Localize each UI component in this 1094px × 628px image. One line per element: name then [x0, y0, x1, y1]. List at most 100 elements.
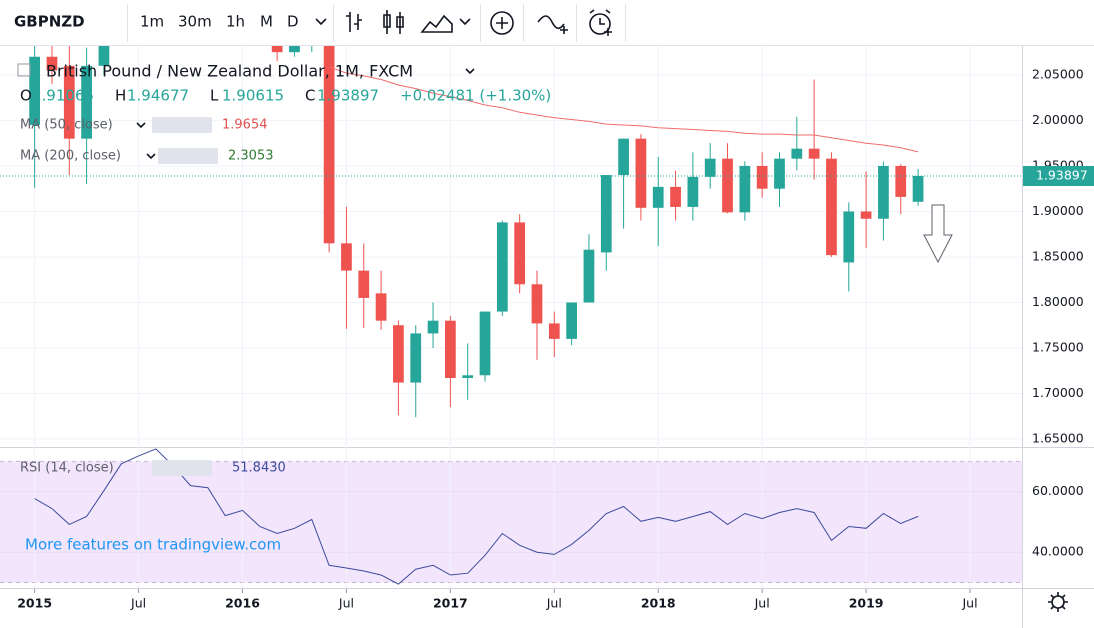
interval-button[interactable]: 30m: [178, 13, 212, 31]
candle-body: [427, 320, 439, 334]
candle-body: [63, 65, 75, 139]
style-chevron[interactable]: [459, 18, 471, 26]
candle-body: [826, 158, 837, 256]
candle-body: [843, 211, 855, 263]
y-tick-label: 2.00000: [1032, 112, 1084, 127]
ohlc-value: 1.91065: [32, 87, 94, 105]
rsi-band: [0, 461, 1022, 583]
candle-body: [722, 158, 733, 213]
x-tick-label: 2018: [641, 596, 676, 611]
candle-body: [566, 302, 577, 339]
price-axis: 1.65000 1.70000 1.75000 1.80000 1.85000 1.900…: [17, 66, 1083, 610]
ohlc-value: 1.93897: [317, 87, 379, 105]
watermark[interactable]: More features on tradingview.com: [25, 536, 281, 554]
candle-body: [808, 148, 820, 159]
ohlc-key: H: [115, 87, 126, 105]
alert-icon-detail[interactable]: [589, 9, 612, 36]
candle-body: [323, 46, 335, 244]
indicator-name: MA (200, close): [20, 149, 121, 164]
candle-body: [393, 325, 404, 383]
candle-body: [704, 158, 716, 177]
ohlc-key: L: [210, 87, 219, 105]
toolbar-bg: [0, 0, 1094, 45]
y-tick-label: 2.05000: [1032, 66, 1084, 81]
chart-title: British Pound / New Zealand Dollar, 1M, …: [46, 62, 413, 81]
price-grid: [0, 74, 1022, 440]
candle-body: [496, 222, 508, 312]
interval-button[interactable]: 1m: [140, 13, 164, 31]
interval-button[interactable]: D: [287, 13, 299, 31]
ohlc-value: 1.94677: [127, 87, 189, 105]
last-price-label: 1.93897: [1036, 167, 1088, 182]
candle-body: [791, 148, 803, 159]
indicator-buttons[interactable]: [152, 117, 212, 133]
candle-body: [410, 333, 422, 383]
candle-body: [548, 323, 560, 339]
y-tick-label: 1.90000: [1032, 203, 1084, 218]
toolbar: GBPNZD 1m 30m 1h M D: [0, 0, 1094, 46]
x-tick-label: Jul: [338, 596, 354, 611]
indicator-name: MA (50, close): [20, 118, 113, 133]
y-tick-label: 40.0000: [1032, 544, 1084, 559]
indicator-value: 1.9654: [222, 118, 268, 133]
candle-body: [652, 186, 664, 208]
candle-body: [445, 320, 456, 379]
x-tick-label: 2017: [433, 596, 468, 611]
indicators-icon[interactable]: [537, 15, 568, 34]
candle-body: [462, 375, 474, 379]
area-icon[interactable]: [420, 14, 453, 33]
y-tick-label: 1.85000: [1032, 248, 1084, 263]
indicator-chevron[interactable]: [136, 122, 146, 129]
candle-body: [600, 175, 612, 253]
bars-icon[interactable]: [346, 12, 362, 32]
candle-body: [271, 46, 283, 53]
candle-body: [739, 165, 751, 213]
candle-body: [635, 138, 647, 208]
candle-body: [98, 46, 110, 66]
candle-body: [479, 311, 491, 376]
compare-plus[interactable]: [496, 17, 508, 29]
candle-body: [670, 186, 681, 207]
x-tick-label: Jul: [130, 596, 146, 611]
candle-body: [289, 46, 300, 53]
settings-spokes[interactable]: [1048, 592, 1068, 612]
candle-body: [29, 56, 41, 125]
ohlc-key: O: [20, 87, 32, 105]
compare-icon[interactable]: [490, 11, 514, 35]
y-tick-label: 1.80000: [1032, 294, 1084, 309]
indicator-value: 2.3053: [228, 149, 274, 164]
candle-body: [583, 249, 595, 303]
candle-body: [514, 222, 526, 285]
indicator-line: [328, 66, 919, 153]
rsi-name: RSI (14, close): [20, 461, 114, 476]
candle-body: [756, 165, 768, 189]
legend: British Pound / New Zealand Dollar, 1M, …: [17, 62, 551, 554]
candle-body: [531, 284, 543, 324]
ohlc-key: C: [305, 87, 315, 105]
candle-body: [618, 138, 629, 176]
symbol[interactable]: GBPNZD: [14, 13, 85, 31]
title-chevron[interactable]: [465, 68, 475, 75]
candles-icon[interactable]: [383, 10, 404, 34]
interval-button[interactable]: M: [260, 13, 273, 31]
price-plot: [29, 46, 924, 418]
interval-chevron[interactable]: [315, 18, 327, 26]
change-value: +0.02481 (+1.30%): [400, 87, 551, 105]
alert-icon[interactable]: [589, 13, 611, 35]
indicator-chevron[interactable]: [146, 153, 156, 160]
candle-body: [878, 165, 889, 219]
interval-button[interactable]: 1h: [226, 13, 245, 31]
overlay: 1.93897: [0, 165, 1094, 186]
indicator-buttons[interactable]: [152, 460, 212, 476]
collapse-icon[interactable]: [17, 63, 31, 77]
y-tick-label: 60.0000: [1032, 483, 1084, 498]
ohlc-value: 1.90615: [222, 87, 284, 105]
indicator-buttons[interactable]: [158, 148, 218, 164]
y-tick-label: 1.70000: [1032, 385, 1084, 400]
x-tick-label: 2019: [849, 596, 884, 611]
candle-body: [774, 158, 785, 189]
rsi-value: 51.8430: [232, 461, 286, 476]
down-arrow-drawing[interactable]: [923, 204, 953, 264]
candle-body: [358, 270, 370, 298]
